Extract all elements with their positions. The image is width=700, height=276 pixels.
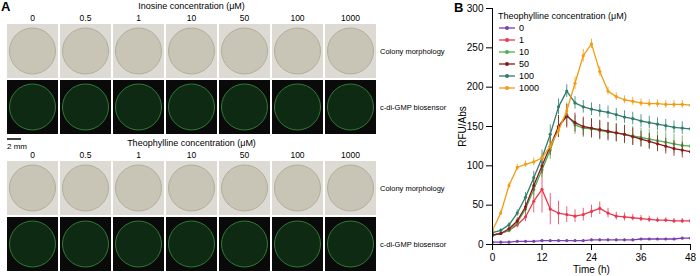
svg-text:RFU/Abs: RFU/Abs: [457, 106, 468, 147]
html-text:1: 1: [519, 35, 524, 45]
html-text:B: B: [454, 0, 464, 15]
svg-text:Inosine concentration (μM): Inosine concentration (μM): [138, 1, 245, 11]
svg-text:150: 150: [467, 121, 484, 132]
svg-text:200: 200: [467, 81, 484, 92]
html-text:100: 100: [519, 71, 534, 81]
svg-text:0: 0: [490, 252, 496, 263]
svg-text:10: 10: [187, 13, 197, 23]
svg-text:c-di-GMP biosensor: c-di-GMP biosensor: [380, 103, 447, 112]
html-text:50: 50: [519, 59, 529, 69]
svg-text:A: A: [1, 0, 11, 14]
svg-text:Time (h): Time (h): [573, 264, 610, 275]
svg-text:1000: 1000: [341, 13, 360, 23]
svg-text:250: 250: [467, 42, 484, 53]
svg-text:10: 10: [187, 150, 197, 160]
svg-text:0: 0: [30, 150, 35, 160]
html-text:Theophylline concentration (μM: Theophylline concentration (μM): [498, 11, 627, 21]
svg-text:36: 36: [635, 252, 647, 263]
html-text:0: 0: [519, 23, 524, 33]
svg-text:100: 100: [290, 150, 304, 160]
svg-text:0.5: 0.5: [80, 150, 92, 160]
html-text:1000: 1000: [519, 83, 539, 93]
svg-text:50: 50: [472, 199, 484, 210]
svg-text:c-di-GMP biosensor: c-di-GMP biosensor: [380, 240, 447, 249]
svg-text:0.5: 0.5: [80, 13, 92, 23]
svg-text:Theophylline concentration (μM: Theophylline concentration (μM): [127, 138, 256, 148]
svg-text:300: 300: [467, 3, 484, 14]
svg-text:48: 48: [685, 252, 697, 263]
html-text:10: 10: [519, 47, 529, 57]
svg-text:50: 50: [240, 13, 250, 23]
svg-text:1000: 1000: [341, 150, 360, 160]
svg-text:100: 100: [467, 160, 484, 171]
svg-text:24: 24: [586, 252, 598, 263]
svg-text:2 mm: 2 mm: [7, 142, 27, 151]
svg-text:100: 100: [290, 13, 304, 23]
svg-text:Colony morphology: Colony morphology: [380, 184, 445, 193]
svg-text:0: 0: [30, 13, 35, 23]
svg-text:50: 50: [240, 150, 250, 160]
svg-text:12: 12: [536, 252, 548, 263]
svg-text:0: 0: [478, 239, 484, 250]
svg-text:Colony morphology: Colony morphology: [380, 47, 445, 56]
svg-text:1: 1: [136, 13, 141, 23]
svg-text:1: 1: [136, 150, 141, 160]
